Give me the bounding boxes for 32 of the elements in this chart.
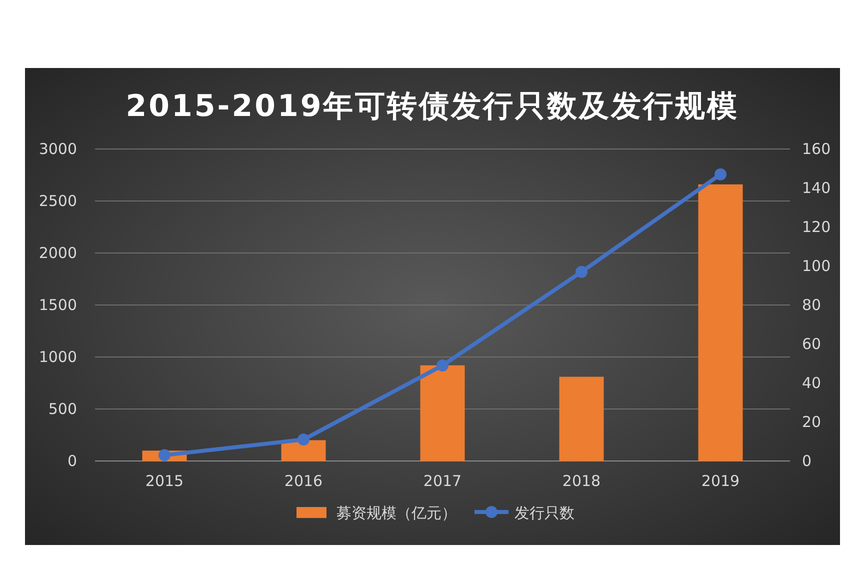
y-tick-label: 2000 [38,244,77,262]
y2-tick-label: 60 [802,335,822,353]
y2-tick-label: 120 [802,218,831,236]
y2-tick-label: 0 [802,452,812,470]
y-tick-label: 1500 [38,296,77,314]
x-tick-label: 2018 [562,472,601,490]
point [714,168,726,180]
y-tick-label: 1000 [38,348,77,366]
y-tick-label: 3000 [38,140,77,158]
y2-tick-label: 40 [802,374,822,392]
y2-tick-label: 160 [802,140,831,158]
point [298,434,310,446]
x-tick-label: 2015 [145,472,184,490]
legend-label: 发行只数 [514,504,574,522]
y-tick-label: 0 [67,452,77,470]
bar [420,365,465,461]
y-tick-label: 2500 [38,192,77,210]
x-tick-label: 2017 [423,472,462,490]
y2-tick-label: 100 [802,257,831,275]
y2-tick-label: 20 [802,413,822,431]
bar [559,376,604,461]
y-tick-label: 500 [48,400,77,418]
point [576,266,588,278]
y2-tick-label: 140 [802,179,831,197]
point [436,359,448,372]
legend-label: 募资规模（亿元） [336,504,456,522]
point [158,449,170,462]
y2-tick-label: 80 [802,296,822,314]
x-tick-label: 2019 [701,472,740,490]
bar [698,184,743,461]
chart-title: 2015-2019年可转债发行只数及发行规模 [126,89,740,124]
x-tick-label: 2016 [284,472,323,490]
